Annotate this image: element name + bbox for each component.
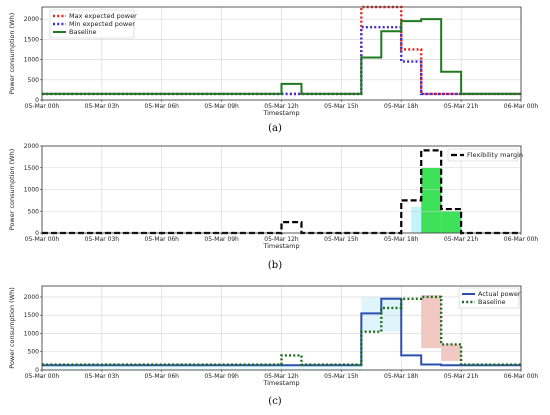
x-axis-label: Timestamp [262, 242, 299, 250]
y-tick-label: 500 [28, 77, 40, 84]
x-tick-label: 05-Mar 21h [444, 236, 479, 243]
y-tick-label: 0 [35, 367, 39, 374]
fill-region [421, 167, 442, 233]
panel-caption: (c) [268, 396, 282, 407]
chart-c: 05-Mar 00h 05-Mar 03h 05-Mar 06h 05-Mar 09h… [8, 285, 539, 407]
legend-box [447, 148, 519, 162]
y-tick-label: 1500 [24, 165, 39, 172]
x-tick-label: 05-Mar 06h [145, 373, 180, 380]
x-tick-label: 05-Mar 21h [444, 373, 479, 380]
x-tick-label: 05-Mar 21h [444, 103, 479, 110]
plot-frame [41, 145, 522, 234]
y-tick-label: 2000 [24, 16, 39, 23]
legend-box [49, 9, 135, 39]
y-tick-label: 500 [28, 349, 40, 356]
x-tick-label: 05-Mar 18h [384, 373, 419, 380]
x-tick-label: 05-Mar 03h [85, 103, 120, 110]
x-tick-label: 06-Mar 00h [504, 373, 539, 380]
fill-region [441, 344, 462, 361]
y-tick-label: 0 [35, 97, 39, 104]
x-tick-label: 05-Mar 06h [145, 103, 180, 110]
legend-label: Flexibility margin [467, 151, 523, 159]
y-tick-label: 1000 [24, 187, 39, 194]
series-line [42, 149, 521, 235]
x-tick-label: 05-Mar 09h [204, 373, 239, 380]
series-line [42, 18, 521, 95]
x-tick-label: 05-Mar 18h [384, 103, 419, 110]
legend-label: Actual power [478, 290, 521, 298]
x-axis-label: Timestamp [262, 109, 299, 117]
y-tick-label: 2000 [24, 143, 39, 150]
panel-caption: (b) [268, 260, 282, 271]
chart-b: 05-Mar 00h 05-Mar 03h 05-Mar 06h 05-Mar 09h… [8, 143, 538, 271]
y-tick-label: 1500 [24, 36, 39, 43]
series-line [42, 295, 521, 366]
chart-a: 05-Mar 00h 05-Mar 03h 05-Mar 06h 05-Mar 09h… [8, 5, 539, 134]
y-axis-label: Power consumption (Wh) [8, 287, 16, 369]
x-tick-label: 06-Mar 00h [504, 103, 539, 110]
x-tick-label: 05-Mar 03h [85, 373, 120, 380]
x-tick-label: 05-Mar 15h [324, 103, 359, 110]
x-tick-label: 05-Mar 03h [85, 236, 120, 243]
fill-region [42, 364, 362, 370]
x-tick-label: 06-Mar 00h [504, 236, 539, 243]
fill-region [441, 211, 462, 233]
legend-label: Baseline [478, 298, 506, 306]
y-tick-label: 1500 [24, 312, 39, 319]
x-tick-label: 05-Mar 12h [264, 103, 299, 110]
panel-caption: (a) [268, 123, 282, 134]
y-tick-label: 1000 [24, 57, 39, 64]
y-tick-label: 2000 [24, 294, 39, 301]
x-tick-label: 05-Mar 09h [204, 103, 239, 110]
series-line [42, 26, 521, 96]
x-tick-label: 05-Mar 12h [264, 373, 299, 380]
series-line [42, 297, 521, 367]
legend-label: Max expected power [69, 12, 137, 20]
x-tick-label: 05-Mar 06h [145, 236, 180, 243]
x-tick-label: 05-Mar 15h [324, 236, 359, 243]
y-axis-label: Power consumption (Wh) [8, 149, 16, 231]
legend-label: Min expected power [69, 20, 135, 28]
legend-label: Baseline [69, 28, 97, 36]
fill-region [421, 295, 442, 349]
x-tick-label: 05-Mar 00h [25, 373, 60, 380]
x-tick-label: 05-Mar 00h [25, 236, 60, 243]
plot-frame [41, 285, 522, 371]
x-tick-label: 05-Mar 00h [25, 103, 60, 110]
x-tick-label: 05-Mar 09h [204, 236, 239, 243]
y-axis-label: Power consumption (Wh) [8, 13, 16, 95]
x-tick-label: 05-Mar 15h [324, 373, 359, 380]
y-tick-label: 500 [28, 208, 40, 215]
x-axis-label: Timestamp [262, 379, 299, 387]
x-tick-label: 05-Mar 12h [264, 236, 299, 243]
x-tick-label: 05-Mar 18h [384, 236, 419, 243]
fill-region [411, 206, 422, 233]
y-tick-label: 1000 [24, 330, 39, 337]
plot-frame [41, 6, 522, 101]
y-tick-label: 0 [35, 230, 39, 237]
